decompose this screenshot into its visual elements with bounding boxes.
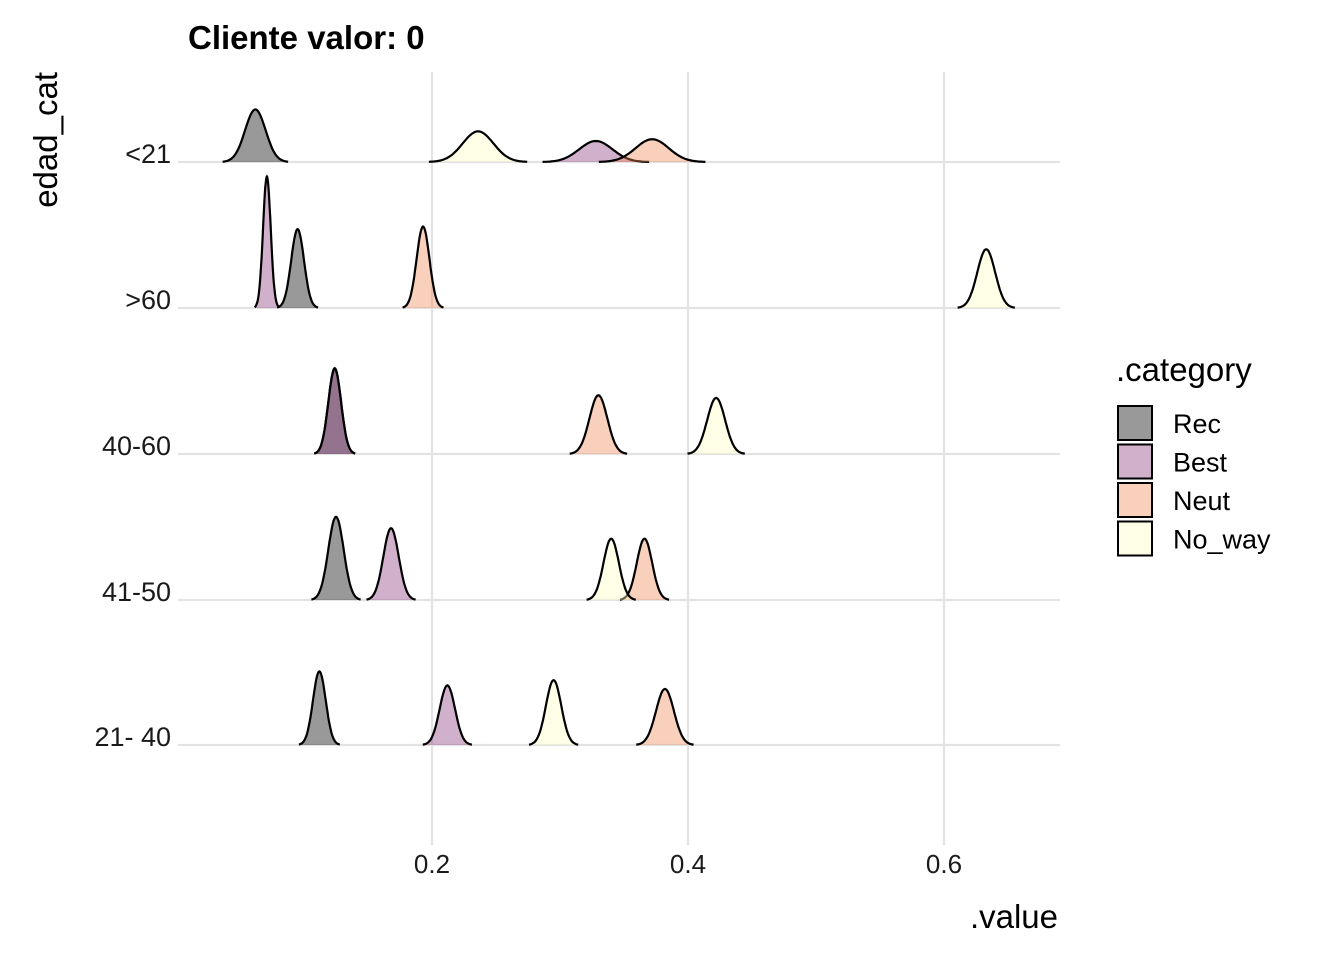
legend-swatch [1117, 520, 1153, 557]
ridge-outline [366, 526, 416, 601]
ridge-outline [253, 174, 280, 309]
ridge-fill [277, 229, 319, 308]
legend-label: Best [1173, 448, 1228, 478]
ridge-fill [636, 688, 694, 745]
legend: .category Rec Best Neut No_way [1116, 351, 1271, 557]
ridge-outline [586, 537, 636, 601]
ridge-outline [298, 670, 341, 746]
legend-label: Neut [1173, 486, 1231, 516]
legend-swatch [1117, 405, 1153, 441]
ridge-rec [311, 515, 361, 601]
ridge-rec [222, 108, 289, 163]
legend-item: Neut [1117, 482, 1231, 518]
y-tick-label: 21- 40 [94, 722, 171, 752]
ridge-fill [428, 131, 528, 162]
ridge-outline [542, 139, 650, 163]
ridge-best [422, 684, 473, 746]
ridge-fill [311, 516, 361, 600]
ridge-outline [428, 130, 528, 163]
y-tick-label: <21 [125, 139, 171, 169]
legend-label: No_way [1173, 525, 1271, 555]
grid-lines [178, 72, 1060, 845]
ridge-no-way [528, 679, 579, 746]
y-tick-label: 41-50 [102, 577, 171, 607]
ridge-outline [598, 138, 706, 163]
ridge-fill [957, 249, 1015, 308]
ridge-no-way [586, 537, 636, 601]
legend-swatch [1117, 482, 1153, 518]
legend-item: Rec [1117, 405, 1221, 441]
ridge-outline [422, 684, 473, 746]
ridge-rec [298, 670, 341, 746]
chart-title: Cliente valor: 0 [188, 19, 425, 56]
ridge-fill [366, 528, 416, 600]
ridge-no-way [428, 130, 528, 163]
ridge-neut [598, 138, 706, 163]
x-axis-label: .value [970, 898, 1058, 935]
ridge-outline [569, 394, 628, 455]
legend-label: Rec [1173, 409, 1221, 439]
ridge-rec [276, 227, 319, 309]
legend-title: .category [1116, 351, 1252, 388]
y-tick-labels: 21- 40 41-50 40-60 >60 <21 [94, 139, 171, 752]
legend-item: No_way [1117, 520, 1271, 557]
ridge-no-way [957, 248, 1016, 309]
ridge-fill [298, 671, 340, 745]
y-axis-label: edad_cat [27, 72, 64, 208]
ridge-best [253, 174, 280, 309]
x-tick-label: 0.6 [926, 849, 962, 879]
legend-swatch [1117, 443, 1153, 480]
ridge-best [313, 366, 356, 455]
y-tick-label: 40-60 [102, 431, 171, 461]
x-tick-labels: 0.2 0.4 0.6 [414, 849, 962, 879]
ridge-outline [276, 227, 319, 309]
ridge-fill [569, 395, 628, 454]
ridge-fill [529, 680, 579, 745]
ridge-outline [311, 515, 361, 601]
ridge-neut [636, 687, 694, 746]
ridge-neut [569, 394, 628, 455]
ridge-outline [222, 108, 289, 163]
ridge-fill [402, 226, 444, 308]
legend-item: Best [1117, 443, 1228, 480]
x-tick-label: 0.2 [414, 849, 450, 879]
y-tick-label: >60 [125, 285, 171, 315]
ridge-outline [636, 687, 694, 746]
x-tick-label: 0.4 [670, 849, 706, 879]
ridge-best [366, 526, 416, 601]
ridge-outline [313, 366, 356, 455]
ridge-outline [687, 396, 746, 455]
density-ridges [222, 108, 1016, 746]
ridge-fill [222, 109, 289, 162]
ridge-outline [528, 679, 579, 746]
ridge-fill [687, 397, 745, 454]
ridge-outline [957, 248, 1016, 309]
ridge-neut [402, 225, 444, 309]
ridge-fill [422, 685, 472, 745]
ridge-outline [402, 225, 444, 309]
ridge-no-way [687, 396, 746, 455]
ridge-fill [314, 368, 356, 454]
